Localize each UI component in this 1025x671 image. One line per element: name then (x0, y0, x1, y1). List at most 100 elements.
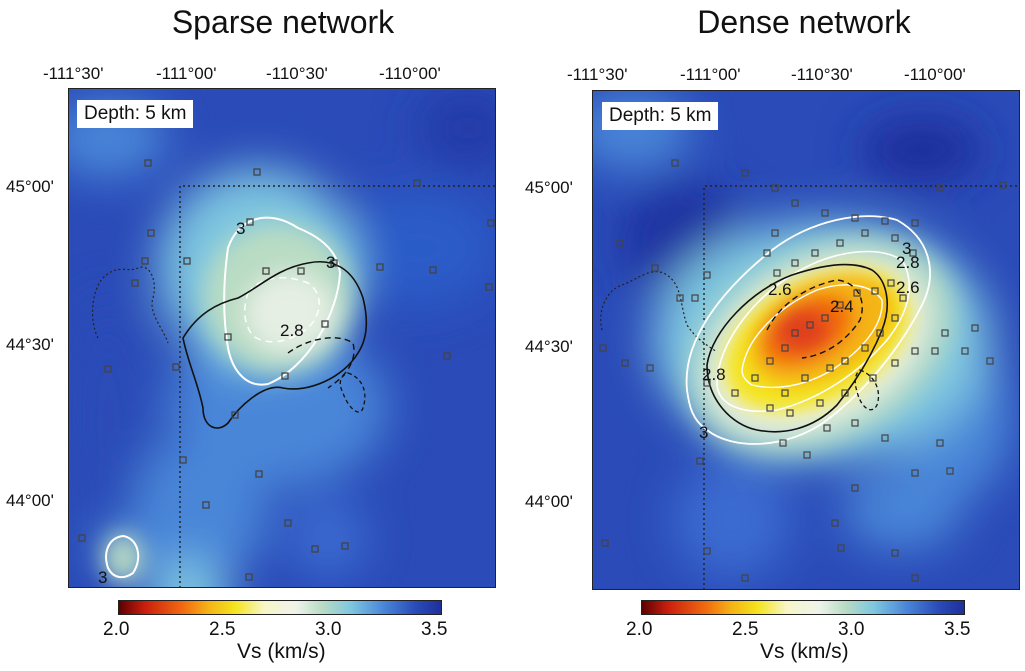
lon-tick: -111°30' (43, 64, 104, 83)
lat-tick: 45°00' (6, 177, 54, 196)
station-marker (911, 219, 919, 227)
lat-tick: 44°30' (6, 335, 54, 354)
station-marker (821, 314, 829, 322)
velocity-map: 3 2.8 2.6 2.4 2.6 2.8 3 Depth: 5 km (592, 90, 1020, 590)
station-marker (891, 549, 899, 557)
station-marker (946, 467, 954, 475)
contour-label: 3 (699, 423, 708, 442)
contour-label: 3 (902, 239, 911, 258)
station-marker (971, 324, 979, 332)
colorbar-tick: 2.0 (626, 619, 653, 640)
station-marker (671, 159, 679, 167)
station-marker (791, 199, 799, 207)
station-marker (763, 249, 771, 257)
station-marker (646, 364, 654, 372)
station-marker (911, 347, 919, 355)
station-marker (731, 389, 739, 397)
depth-label: Depth: 5 km (602, 102, 719, 130)
panel-title: Sparse network (171, 4, 395, 40)
lon-tick: -111°00' (156, 64, 217, 83)
contour-label: 2.6 (896, 278, 920, 297)
station-marker (936, 184, 944, 192)
station-marker (779, 439, 787, 447)
contour-label: 3 (236, 219, 245, 238)
contour-label: 3 (98, 568, 107, 587)
station-marker (831, 519, 839, 527)
station-marker (931, 347, 939, 355)
station-marker (836, 301, 844, 309)
lon-tick: -110°00' (904, 65, 966, 84)
colorbar-tick: 3.0 (838, 619, 865, 640)
colorbar (641, 600, 965, 616)
station-marker (823, 424, 831, 432)
lon-tick: -110°30' (266, 64, 328, 83)
station-marker (986, 357, 994, 365)
station-marker (601, 539, 609, 547)
station-marker (826, 364, 834, 372)
station-marker (851, 484, 859, 492)
station-marker (837, 544, 845, 552)
station-marker (703, 379, 711, 387)
station-marker (766, 404, 774, 412)
station-marker (861, 229, 869, 237)
lon-tick: -110°30' (791, 65, 853, 84)
station-marker (861, 344, 869, 352)
lon-tick: -111°00' (680, 65, 741, 84)
station-marker (911, 574, 919, 582)
colorbar-tick: 3.0 (315, 619, 342, 640)
station-marker (703, 547, 711, 555)
contour-label: 2.6 (768, 280, 792, 299)
station-marker (816, 399, 824, 407)
station-marker (741, 169, 749, 177)
colorbar-tick: 2.5 (209, 619, 236, 640)
station-marker (851, 419, 859, 427)
station-marker (651, 264, 659, 272)
lon-tick: -110°00' (379, 64, 441, 83)
station-marker (691, 294, 699, 302)
station-marker (999, 181, 1007, 189)
station-marker (887, 279, 895, 287)
depth-label: Depth: 5 km (77, 100, 194, 128)
station-marker (869, 374, 877, 382)
station-marker (781, 389, 789, 397)
colorbar (118, 600, 442, 616)
station-marker (911, 469, 919, 477)
station-marker (803, 451, 811, 459)
station-marker (791, 259, 799, 267)
station-marker (871, 287, 879, 295)
station-marker (771, 229, 779, 237)
station-marker (876, 329, 884, 337)
station-marker (853, 289, 861, 297)
station-marker (891, 314, 899, 322)
contour-label: 2.4 (830, 297, 854, 316)
contour-label: 3 (326, 253, 335, 272)
colorbar-tick: 3.5 (944, 619, 971, 640)
contour-label: 2.8 (896, 253, 920, 272)
station-marker (621, 359, 629, 367)
station-marker (961, 347, 969, 355)
lon-tick: -111°30' (567, 65, 628, 84)
station-marker (773, 269, 781, 277)
station-marker (899, 294, 907, 302)
station-marker (891, 359, 899, 367)
station-marker (909, 249, 917, 257)
station-marker (781, 344, 789, 352)
lat-tick: 44°00' (6, 491, 54, 510)
station-marker (599, 344, 607, 352)
station-marker (751, 374, 759, 382)
station-marker (703, 271, 711, 279)
dense-network-panel: Dense network -111°30' -111°00' -110°30'… (525, 0, 1025, 671)
contour-label: 2.8 (280, 321, 304, 340)
station-marker (801, 374, 809, 382)
station-marker (851, 214, 859, 222)
station-marker (766, 357, 774, 365)
station-marker (771, 184, 779, 192)
station-marker (881, 434, 889, 442)
station-marker (786, 409, 794, 417)
lat-tick: 44°30' (525, 337, 573, 356)
station-marker (936, 439, 944, 447)
station-marker (791, 329, 799, 337)
velocity-map: 3 3 2.8 3 Depth: 5 km (68, 88, 496, 588)
station-marker (741, 574, 749, 582)
colorbar-title: Vs (km/s) (237, 640, 326, 663)
